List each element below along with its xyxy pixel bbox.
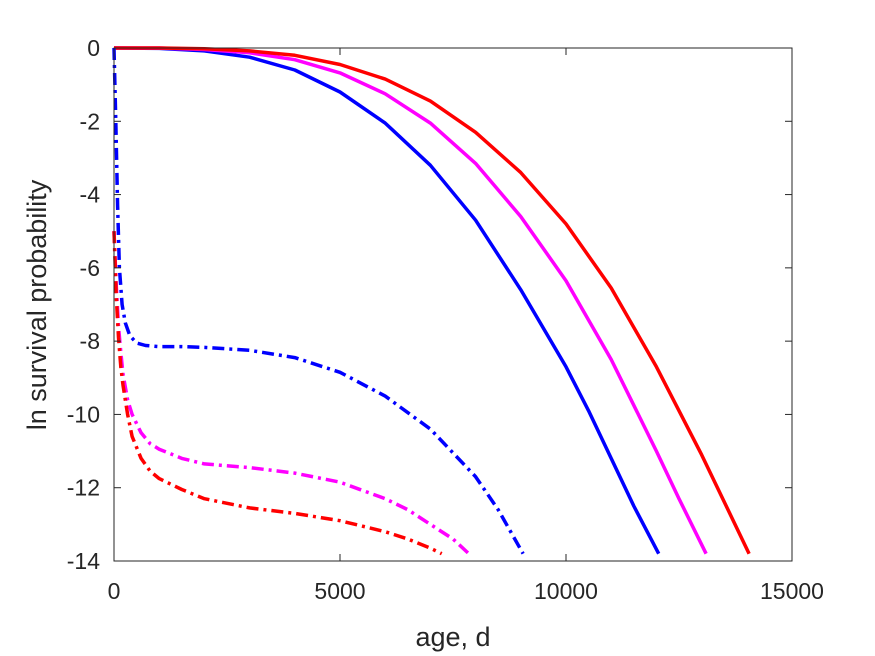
- series-line-3: [112, 47, 525, 555]
- y-tick-label: -2: [80, 108, 100, 134]
- tick-layer: 0 5000 10000 15000 0 -2 -4 -6 -8 -10 -12 -14: [67, 35, 824, 604]
- plot-frame: [113, 47, 793, 562]
- y-tick-label: -8: [80, 328, 100, 354]
- y-tick-label: -12: [67, 475, 100, 501]
- series-line-2: [114, 46, 751, 555]
- series-layer: [112, 46, 751, 556]
- x-tick-label: 5000: [314, 578, 365, 604]
- series-line-0: [113, 46, 661, 555]
- y-tick-label: -14: [67, 548, 100, 574]
- series-line-4: [112, 231, 470, 555]
- y-tick-label: -4: [80, 182, 101, 208]
- x-tick-label: 10000: [534, 578, 598, 604]
- y-tick-label: 0: [87, 35, 100, 61]
- x-tick-label: 0: [108, 578, 121, 604]
- x-axis-label: age, d: [415, 622, 490, 652]
- series-line-5: [112, 231, 443, 556]
- y-tick-label: -6: [80, 255, 100, 281]
- y-axis-label: ln survival probability: [22, 179, 52, 430]
- x-tick-label: 15000: [760, 578, 824, 604]
- y-tick-label: -10: [67, 401, 100, 427]
